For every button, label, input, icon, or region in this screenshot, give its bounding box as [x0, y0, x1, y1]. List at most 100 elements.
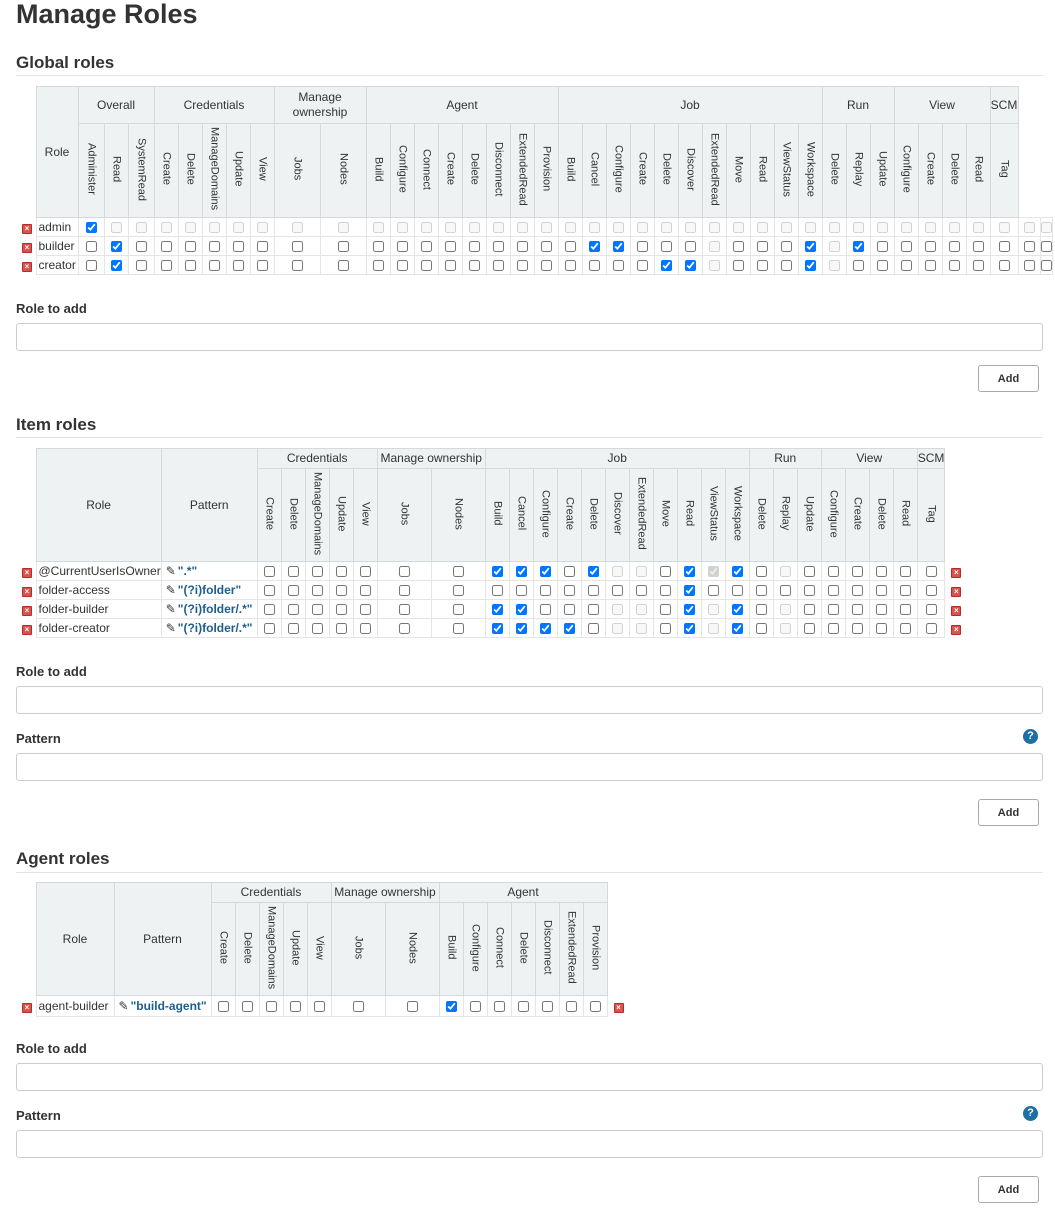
permission-checkbox[interactable]	[611, 604, 623, 616]
permission-checkbox[interactable]	[232, 241, 244, 253]
permission-checkbox[interactable]	[660, 260, 672, 272]
permission-checkbox[interactable]	[160, 260, 172, 272]
permission-checkbox[interactable]	[444, 241, 456, 253]
permission-checkbox[interactable]	[396, 241, 408, 253]
permission-checkbox[interactable]	[337, 241, 349, 253]
permission-checkbox[interactable]	[636, 260, 648, 272]
permission-checkbox[interactable]	[337, 222, 349, 234]
delete-icon[interactable]: ×	[22, 587, 32, 597]
permission-checkbox[interactable]	[611, 623, 623, 635]
permission-checkbox[interactable]	[469, 1001, 481, 1013]
permission-checkbox[interactable]	[827, 585, 839, 597]
permission-checkbox[interactable]	[587, 604, 599, 616]
permission-checkbox[interactable]	[589, 1001, 601, 1013]
permission-checkbox[interactable]	[755, 604, 767, 616]
permission-checkbox[interactable]	[468, 241, 480, 253]
permission-checkbox[interactable]	[875, 604, 887, 616]
permission-checkbox[interactable]	[291, 222, 303, 234]
permission-checkbox[interactable]	[660, 222, 672, 234]
help-icon[interactable]: ?	[1023, 1106, 1038, 1121]
permission-checkbox[interactable]	[659, 566, 671, 578]
permission-checkbox[interactable]	[924, 260, 936, 272]
permission-checkbox[interactable]	[683, 566, 695, 578]
permission-checkbox[interactable]	[515, 585, 527, 597]
permission-checkbox[interactable]	[875, 623, 887, 635]
permission-checkbox[interactable]	[707, 585, 719, 597]
permission-checkbox[interactable]	[828, 222, 840, 234]
permission-checkbox[interactable]	[291, 260, 303, 272]
delete-icon[interactable]: ×	[22, 625, 32, 635]
permission-checkbox[interactable]	[756, 222, 768, 234]
permission-checkbox[interactable]	[804, 241, 816, 253]
permission-checkbox[interactable]	[359, 623, 371, 635]
permission-checkbox[interactable]	[876, 260, 888, 272]
permission-checkbox[interactable]	[779, 623, 791, 635]
permission-checkbox[interactable]	[420, 222, 432, 234]
permission-checkbox[interactable]	[828, 241, 840, 253]
permission-checkbox[interactable]	[611, 585, 623, 597]
permission-checkbox[interactable]	[972, 222, 984, 234]
permission-checkbox[interactable]	[708, 260, 720, 272]
permission-checkbox[interactable]	[1023, 222, 1035, 234]
permission-checkbox[interactable]	[731, 566, 743, 578]
permission-checkbox[interactable]	[337, 260, 349, 272]
permission-checkbox[interactable]	[406, 1001, 418, 1013]
permission-checkbox[interactable]	[731, 604, 743, 616]
permission-checkbox[interactable]	[852, 241, 864, 253]
permission-checkbox[interactable]	[998, 222, 1010, 234]
permission-checkbox[interactable]	[160, 241, 172, 253]
permission-checkbox[interactable]	[756, 260, 768, 272]
permission-checkbox[interactable]	[683, 585, 695, 597]
permission-checkbox[interactable]	[684, 222, 696, 234]
permission-checkbox[interactable]	[359, 566, 371, 578]
permission-checkbox[interactable]	[924, 222, 936, 234]
permission-checkbox[interactable]	[732, 222, 744, 234]
permission-checkbox[interactable]	[492, 260, 504, 272]
permission-checkbox[interactable]	[565, 1001, 577, 1013]
permission-checkbox[interactable]	[491, 623, 503, 635]
permission-checkbox[interactable]	[588, 241, 600, 253]
permission-checkbox[interactable]	[828, 260, 840, 272]
delete-icon[interactable]: ×	[951, 587, 962, 597]
permission-checkbox[interactable]	[972, 260, 984, 272]
permission-checkbox[interactable]	[900, 241, 912, 253]
permission-checkbox[interactable]	[540, 241, 552, 253]
permission-checkbox[interactable]	[611, 566, 623, 578]
permission-checkbox[interactable]	[1040, 222, 1052, 234]
permission-checkbox[interactable]	[635, 604, 647, 616]
permission-checkbox[interactable]	[352, 1001, 364, 1013]
permission-checkbox[interactable]	[948, 241, 960, 253]
permission-checkbox[interactable]	[588, 260, 600, 272]
pattern-text[interactable]: "build-agent"	[130, 999, 207, 1013]
permission-checkbox[interactable]	[265, 1001, 277, 1013]
permission-checkbox[interactable]	[232, 260, 244, 272]
permission-checkbox[interactable]	[851, 604, 863, 616]
permission-checkbox[interactable]	[875, 566, 887, 578]
permission-checkbox[interactable]	[827, 623, 839, 635]
permission-checkbox[interactable]	[924, 241, 936, 253]
permission-checkbox[interactable]	[972, 241, 984, 253]
permission-checkbox[interactable]	[540, 222, 552, 234]
permission-checkbox[interactable]	[851, 566, 863, 578]
permission-checkbox[interactable]	[110, 241, 122, 253]
permission-checkbox[interactable]	[287, 604, 299, 616]
permission-checkbox[interactable]	[563, 566, 575, 578]
permission-checkbox[interactable]	[256, 241, 268, 253]
permission-checkbox[interactable]	[779, 604, 791, 616]
delete-icon[interactable]: ×	[22, 262, 32, 272]
delete-icon[interactable]: ×	[613, 1003, 624, 1013]
permission-checkbox[interactable]	[452, 604, 464, 616]
permission-checkbox[interactable]	[85, 260, 97, 272]
permission-checkbox[interactable]	[925, 566, 937, 578]
permission-checkbox[interactable]	[287, 585, 299, 597]
permission-checkbox[interactable]	[396, 260, 408, 272]
permission-checkbox[interactable]	[876, 222, 888, 234]
permission-checkbox[interactable]	[444, 222, 456, 234]
permission-checkbox[interactable]	[756, 241, 768, 253]
permission-checkbox[interactable]	[135, 260, 147, 272]
permission-checkbox[interactable]	[925, 585, 937, 597]
permission-checkbox[interactable]	[396, 222, 408, 234]
permission-checkbox[interactable]	[311, 604, 323, 616]
permission-checkbox[interactable]	[1023, 241, 1035, 253]
permission-checkbox[interactable]	[1040, 241, 1052, 253]
